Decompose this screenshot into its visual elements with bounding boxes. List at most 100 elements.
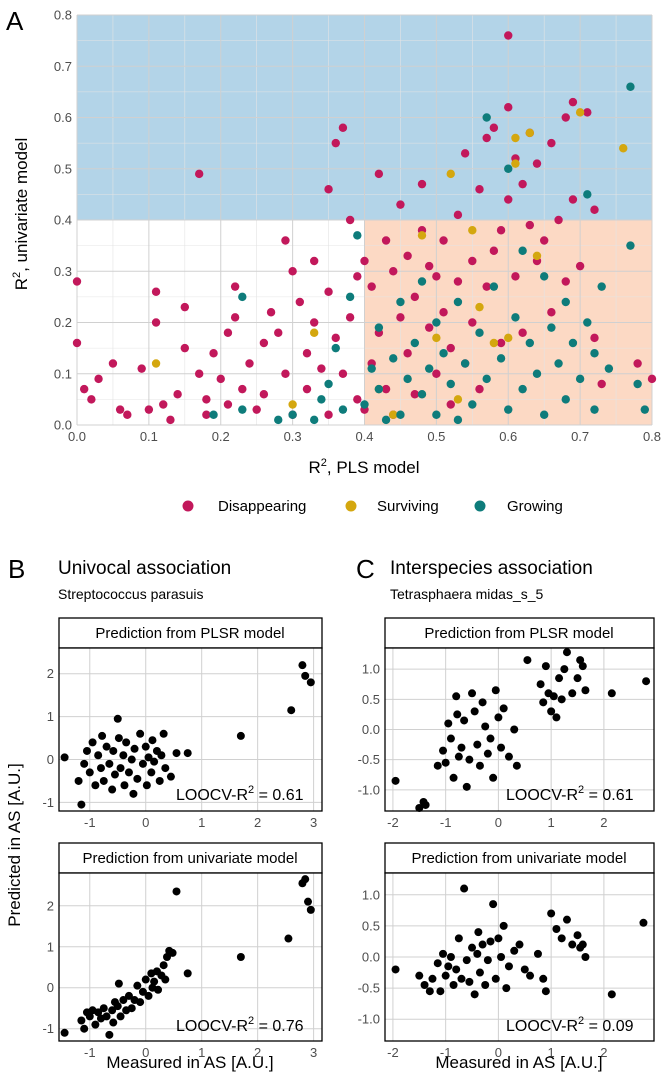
- data-point-growing: [274, 415, 283, 425]
- data-point-growing: [432, 410, 441, 419]
- data-point: [454, 934, 463, 943]
- data-point: [547, 707, 556, 716]
- data-point-disappearing: [446, 343, 455, 353]
- panel-c-top-facet-strip: Prediction from PLSR model: [384, 617, 655, 649]
- data-point-disappearing: [496, 338, 506, 348]
- panel-b-top-facet-title: Prediction from PLSR model: [95, 625, 284, 642]
- data-point: [483, 956, 492, 965]
- data-point-surviving: [288, 400, 297, 409]
- data-point-disappearing: [561, 113, 570, 122]
- data-point-disappearing: [539, 236, 549, 245]
- data-point-disappearing: [396, 200, 405, 209]
- legend-label-surviving: Surviving: [377, 498, 439, 515]
- data-point-growing: [453, 297, 463, 307]
- data-point: [439, 949, 448, 958]
- panel-b-bottom-facet-strip: Prediction from univariate model: [58, 842, 323, 874]
- data-point-disappearing: [561, 277, 570, 286]
- data-point-growing: [338, 405, 348, 414]
- data-point-disappearing: [403, 251, 412, 261]
- data-point: [489, 773, 498, 782]
- data-point: [415, 803, 424, 812]
- x-tick-label: 0.4: [355, 429, 373, 444]
- data-point: [562, 648, 571, 657]
- x-tick-label: 2: [600, 815, 607, 830]
- data-point: [473, 740, 482, 749]
- data-point: [494, 934, 503, 943]
- data-point: [502, 984, 511, 993]
- panel-c: C Interspecies association Tetrasphaera …: [356, 554, 655, 1072]
- data-point: [557, 934, 566, 943]
- data-point: [473, 949, 482, 958]
- data-point: [607, 689, 616, 698]
- data-point-surviving: [453, 395, 463, 404]
- y-tick-label: -1: [42, 1021, 54, 1036]
- data-point-disappearing: [453, 210, 463, 220]
- data-point-disappearing: [482, 282, 491, 291]
- series-surviving: [151, 108, 628, 419]
- data-point: [113, 1002, 122, 1011]
- data-point-growing: [583, 318, 592, 327]
- data-point-surviving: [575, 108, 585, 117]
- data-point: [85, 768, 94, 777]
- y-tick-label: 1.0: [362, 662, 380, 677]
- y-tick-label: 0.0: [362, 950, 380, 965]
- data-point-growing: [238, 292, 247, 302]
- x-tick-label: -2: [387, 1045, 399, 1060]
- data-point-surviving: [532, 251, 542, 261]
- panel-b-bottom-plot: -1 0 1 2 3 -1 0 1 2: [42, 872, 323, 1060]
- data-point-disappearing: [468, 318, 477, 327]
- data-point-growing: [324, 379, 333, 389]
- data-point-disappearing: [590, 333, 599, 343]
- data-point-growing: [381, 415, 391, 425]
- panel-letter-a: A: [6, 6, 24, 36]
- data-point: [536, 680, 545, 689]
- data-point: [166, 772, 175, 781]
- data-point: [504, 752, 513, 761]
- data-point-disappearing: [360, 256, 369, 266]
- data-point-disappearing: [180, 343, 190, 353]
- data-point-surviving: [489, 338, 499, 348]
- data-point: [539, 698, 548, 707]
- data-point: [183, 969, 192, 978]
- data-point-disappearing: [288, 267, 297, 276]
- y-tick-label: 0.7: [54, 59, 72, 74]
- data-point-surviving: [446, 169, 455, 179]
- data-point: [306, 678, 315, 687]
- y-tick-label: 2: [47, 666, 54, 681]
- data-point: [141, 742, 150, 751]
- data-point: [98, 731, 107, 740]
- data-point: [420, 981, 429, 989]
- data-point-disappearing: [482, 133, 491, 143]
- legend-key-growing: [474, 500, 486, 512]
- data-point-disappearing: [590, 205, 599, 214]
- data-point: [425, 987, 434, 996]
- data-point: [475, 968, 484, 977]
- data-point-disappearing: [647, 374, 657, 384]
- data-point: [499, 921, 508, 930]
- y-tick-label: 0.3: [54, 264, 72, 279]
- data-point: [573, 931, 582, 940]
- data-point: [421, 800, 430, 809]
- data-point-disappearing: [417, 179, 427, 189]
- data-point: [161, 764, 170, 773]
- data-point: [138, 759, 147, 768]
- data-point-disappearing: [381, 384, 391, 394]
- data-point: [541, 662, 550, 671]
- y-tick-label: -0.5: [358, 752, 380, 767]
- x-tick-label: -2: [387, 815, 399, 830]
- data-point-disappearing: [597, 379, 606, 389]
- data-point-growing: [496, 354, 506, 363]
- y-tick-label: 0.5: [54, 161, 72, 176]
- data-point-surviving: [511, 133, 520, 143]
- data-point-disappearing: [230, 313, 240, 322]
- data-point-disappearing: [238, 384, 247, 394]
- data-point-disappearing: [381, 236, 391, 245]
- data-point-growing: [604, 364, 614, 373]
- data-point-growing: [410, 338, 420, 348]
- y-tick-label: 1.0: [362, 887, 380, 902]
- data-point-disappearing: [496, 226, 506, 235]
- data-point: [470, 707, 479, 716]
- data-point: [116, 1012, 125, 1021]
- x-tick-label: 2: [254, 815, 261, 830]
